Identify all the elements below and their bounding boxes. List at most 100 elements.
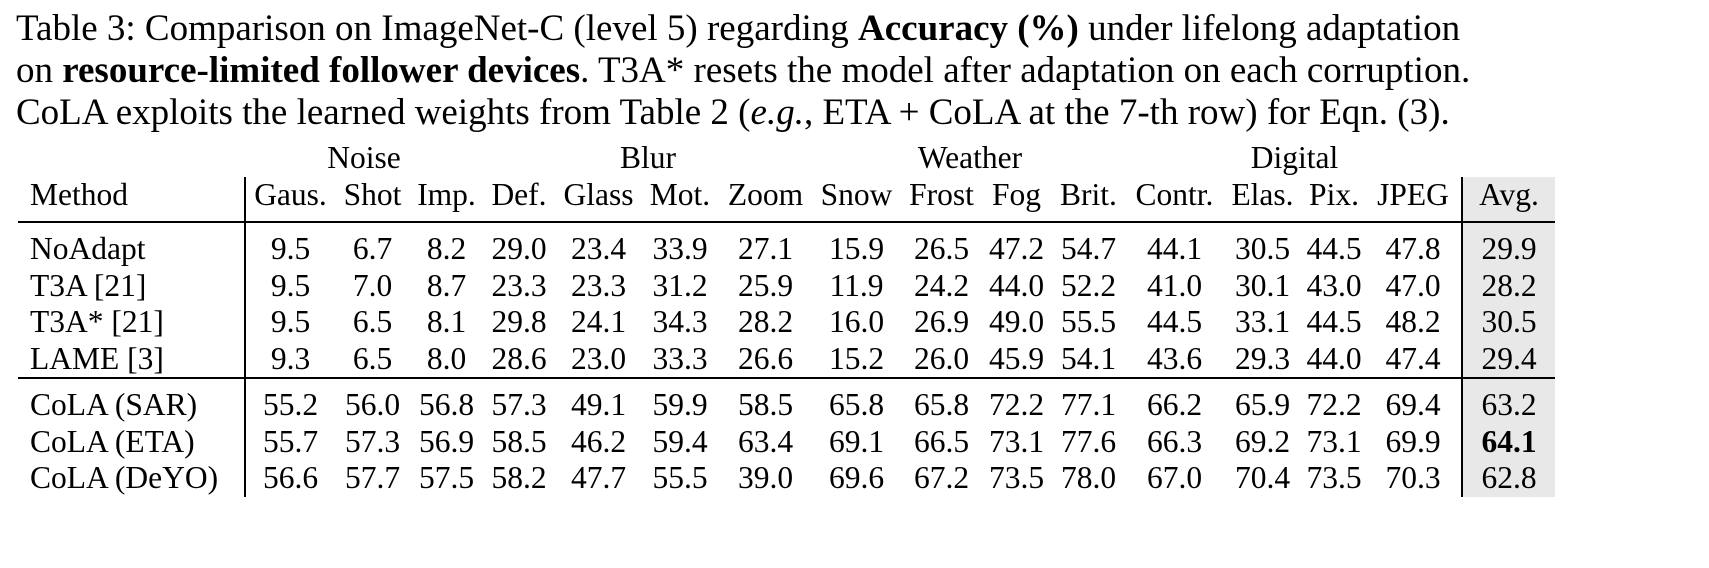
caption-text: Table 3: Comparison on ImageNet-C (level… bbox=[16, 8, 858, 49]
value-cell: 33.1 bbox=[1234, 304, 1291, 339]
value-cell: 15.2 bbox=[828, 340, 885, 376]
value-cell: 29.4 bbox=[1462, 340, 1555, 378]
column-header: Mot. bbox=[649, 176, 711, 212]
value-cell: 8.2 bbox=[410, 221, 483, 268]
table-row: CoLA (ETA) 55.7 57.3 56.9 58.5 46.2 59.4 63.4 69… bbox=[18, 423, 1555, 460]
method-cell: T3A* [21] bbox=[18, 304, 246, 341]
value-cell: 58.2 bbox=[491, 460, 547, 495]
value-cell: 29.3 bbox=[1234, 340, 1291, 376]
value-cell: 77.6 bbox=[1060, 423, 1117, 459]
value-cell: 73.5 bbox=[1306, 460, 1362, 495]
value-cell: 69.4 bbox=[1365, 377, 1463, 424]
value-cell: 48.2 bbox=[1365, 304, 1463, 341]
method-cell: CoLA (ETA) bbox=[18, 423, 246, 460]
value-cell: 7.0 bbox=[352, 267, 393, 303]
value-cell: 26.6 bbox=[737, 340, 794, 376]
column-header: Brit. bbox=[1060, 176, 1117, 212]
value-cell: 56.8 bbox=[410, 377, 483, 424]
value-cell: 69.1 bbox=[828, 423, 885, 459]
column-header: Snow bbox=[820, 176, 893, 212]
caption-text: under lifelong adaptation bbox=[1078, 8, 1461, 49]
value-cell: 64.1 bbox=[1462, 423, 1555, 460]
group-label: Noise bbox=[327, 140, 401, 175]
value-cell: 29.0 bbox=[483, 221, 555, 268]
value-cell: 33.9 bbox=[642, 221, 718, 268]
value-cell: 29.9 bbox=[1462, 221, 1555, 268]
value-cell: 57.5 bbox=[418, 460, 475, 495]
value-cell: 47.4 bbox=[1365, 340, 1463, 378]
header-row: Method Gaus. Shot Imp. Def. Glass Mot. Zoom Snow… bbox=[18, 176, 1555, 222]
value-cell: 78.0 bbox=[1060, 460, 1117, 495]
value-cell: 44.5 bbox=[1146, 304, 1203, 339]
value-cell: 46.2 bbox=[570, 423, 627, 459]
value-cell: 70.4 bbox=[1234, 460, 1291, 495]
method-cell: LAME [3] bbox=[18, 340, 246, 378]
value-cell: 67.0 bbox=[1146, 460, 1203, 495]
value-cell: 56.9 bbox=[418, 423, 475, 459]
value-cell: 47.2 bbox=[983, 221, 1050, 268]
value-cell: 62.8 bbox=[1462, 460, 1555, 497]
value-cell: 24.2 bbox=[913, 267, 970, 303]
value-cell: 6.5 bbox=[352, 340, 393, 376]
value-cell: 9.5 bbox=[245, 221, 335, 268]
value-cell: 47.0 bbox=[1365, 267, 1463, 304]
value-cell: 26.0 bbox=[913, 340, 970, 376]
value-cell: 67.2 bbox=[913, 460, 970, 495]
value-cell: 52.2 bbox=[1060, 267, 1117, 303]
table-section: CoLA (SAR) 55.2 56.0 56.8 57.3 49.1 59.9 58.5 65… bbox=[18, 377, 1555, 497]
value-cell: 9.5 bbox=[270, 267, 311, 303]
method-cell: NoAdapt bbox=[18, 221, 246, 268]
value-cell: 39.0 bbox=[737, 460, 794, 495]
value-cell: 43.6 bbox=[1146, 340, 1203, 376]
value-cell: 47.8 bbox=[1365, 221, 1463, 268]
group-label: Digital bbox=[1250, 140, 1339, 175]
value-cell: 43.0 bbox=[1306, 267, 1362, 303]
value-cell: 29.8 bbox=[491, 304, 547, 339]
method-cell: T3A [21] bbox=[18, 267, 246, 304]
value-cell: 66.5 bbox=[913, 423, 970, 459]
value-cell: 57.3 bbox=[483, 377, 555, 424]
value-cell: 28.2 bbox=[737, 304, 794, 339]
value-cell: 9.3 bbox=[270, 340, 311, 376]
value-cell: 58.5 bbox=[718, 377, 813, 424]
table-head: Noise Blur Weather Digital Method Gaus. Shot Im… bbox=[18, 140, 1555, 222]
value-cell: 16.0 bbox=[828, 304, 885, 339]
value-cell: 59.4 bbox=[652, 423, 708, 459]
value-cell: 73.5 bbox=[988, 460, 1045, 495]
value-cell: 65.9 bbox=[1222, 377, 1303, 424]
value-cell: 77.1 bbox=[1050, 377, 1127, 424]
value-cell: 66.3 bbox=[1146, 423, 1203, 459]
value-cell: 57.7 bbox=[344, 460, 401, 495]
value-cell: 8.7 bbox=[426, 267, 467, 303]
column-header: Zoom bbox=[727, 176, 804, 212]
value-cell: 26.5 bbox=[900, 221, 983, 268]
table-row: CoLA (SAR) 55.2 56.0 56.8 57.3 49.1 59.9 58.5 65… bbox=[18, 377, 1555, 424]
value-cell: 56.0 bbox=[335, 377, 410, 424]
caption-italic: e.g. bbox=[750, 92, 804, 133]
value-cell: 30.5 bbox=[1222, 221, 1303, 268]
caption-text: on bbox=[16, 50, 63, 91]
column-header: Contr. bbox=[1135, 176, 1214, 212]
value-cell: 70.3 bbox=[1365, 460, 1463, 497]
column-header: Pix. bbox=[1309, 176, 1359, 212]
blank-cell bbox=[1462, 140, 1555, 177]
value-cell: 63.2 bbox=[1462, 377, 1555, 424]
value-cell: 23.4 bbox=[555, 221, 642, 268]
value-cell: 59.9 bbox=[642, 377, 718, 424]
value-cell: 23.0 bbox=[570, 340, 627, 376]
value-cell: 23.3 bbox=[491, 267, 547, 303]
value-cell: 63.4 bbox=[737, 423, 794, 459]
value-cell: 25.9 bbox=[737, 267, 794, 303]
column-header: Def. bbox=[491, 176, 547, 212]
group-label: Weather bbox=[917, 140, 1023, 175]
value-cell: 26.9 bbox=[913, 304, 970, 339]
group-label: Blur bbox=[619, 140, 676, 175]
value-cell: 73.1 bbox=[1306, 423, 1362, 459]
value-cell: 44.0 bbox=[1306, 340, 1362, 376]
value-cell: 6.5 bbox=[352, 304, 393, 339]
value-cell: 15.9 bbox=[813, 221, 900, 268]
column-header: Avg. bbox=[1462, 176, 1555, 222]
method-cell: CoLA (DeYO) bbox=[18, 460, 246, 497]
value-cell: 6.7 bbox=[335, 221, 410, 268]
